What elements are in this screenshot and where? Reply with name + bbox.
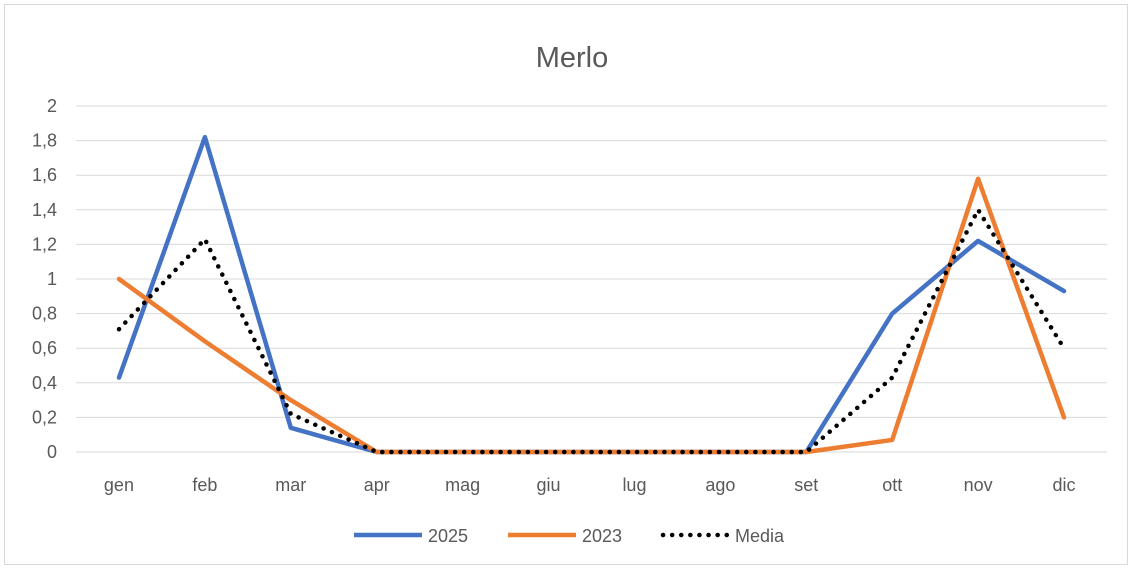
- series-lines: [116, 134, 1067, 455]
- x-tick-label: feb: [192, 475, 217, 495]
- x-tick-label: giu: [537, 475, 561, 495]
- legend-label: Media: [735, 526, 785, 546]
- series-line-2025: [116, 134, 1067, 455]
- legend: 2025 2023 Media: [354, 526, 785, 546]
- y-tick-label: 0: [47, 442, 57, 462]
- x-axis: gen feb mar apr mag giu lug ago set ott nov dic: [104, 475, 1076, 495]
- y-tick-label: 0,6: [32, 338, 57, 358]
- legend-label: 2025: [428, 526, 468, 546]
- x-tick-label: gen: [104, 475, 134, 495]
- x-tick-label: nov: [964, 475, 993, 495]
- y-tick-label: 1: [47, 269, 57, 289]
- x-tick-label: set: [794, 475, 818, 495]
- y-tick-label: 1,6: [32, 165, 57, 185]
- x-tick-label: apr: [364, 475, 390, 495]
- series-line-media: [116, 207, 1067, 455]
- y-tick-label: 0,8: [32, 304, 57, 324]
- gridlines: [76, 105, 1107, 453]
- y-tick-label: 1,2: [32, 234, 57, 254]
- x-tick-label: dic: [1053, 475, 1076, 495]
- y-tick-label: 0,2: [32, 407, 57, 427]
- series-line-2023: [116, 176, 1067, 455]
- y-axis: 0 0,2 0,4 0,6 0,8 1 1,2 1,4 1,6 1,8 2: [32, 96, 57, 462]
- x-tick-label: mag: [445, 475, 480, 495]
- y-tick-label: 1,4: [32, 200, 57, 220]
- x-tick-label: ago: [705, 475, 735, 495]
- y-tick-label: 0,4: [32, 373, 57, 393]
- x-tick-label: ott: [882, 475, 902, 495]
- chart-area: [4, 4, 1128, 565]
- x-tick-label: mar: [275, 475, 306, 495]
- y-tick-label: 2: [47, 96, 57, 116]
- y-tick-label: 1,8: [32, 131, 57, 151]
- x-tick-label: lug: [622, 475, 646, 495]
- legend-label: 2023: [582, 526, 622, 546]
- chart-title: Merlo: [536, 42, 609, 74]
